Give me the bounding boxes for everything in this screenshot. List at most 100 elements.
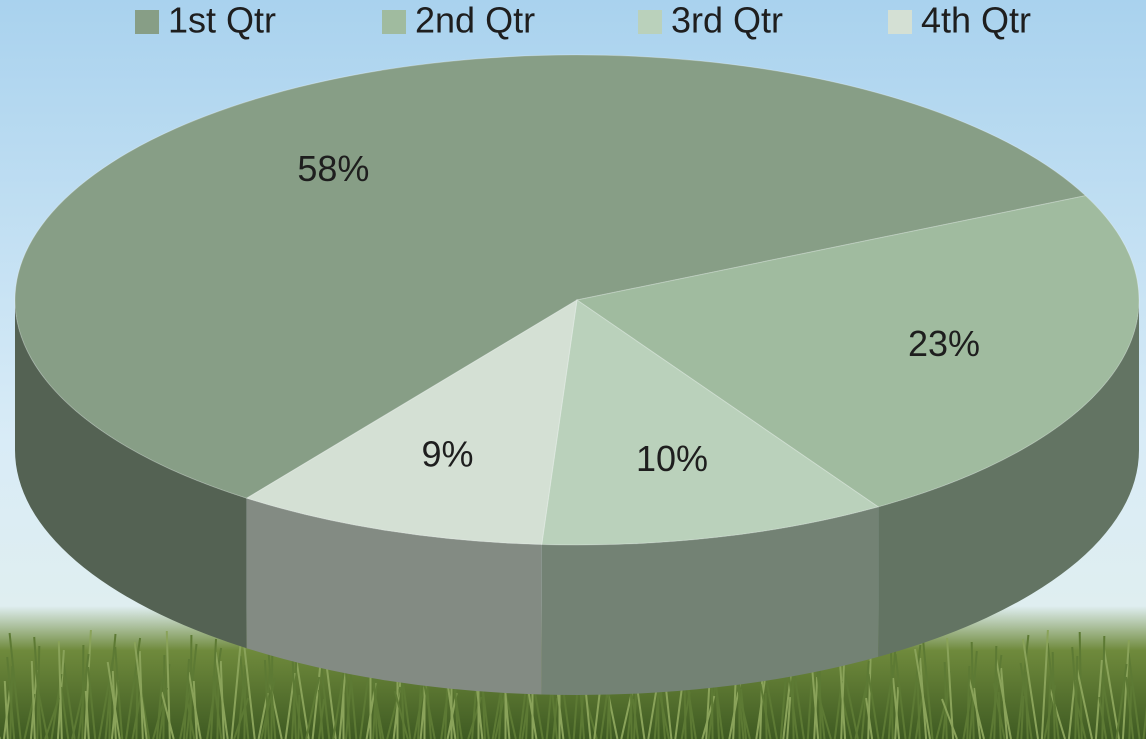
slice-side [878, 300, 1139, 657]
grass-blade [8, 632, 22, 739]
grass-blade [106, 661, 121, 739]
grass-blade [81, 644, 85, 739]
grass-blade [786, 696, 792, 739]
slice-side [15, 300, 247, 649]
grass-blade [239, 655, 250, 739]
grass-blade [1020, 695, 1025, 739]
grass-blade [921, 633, 934, 739]
grass-blade [1127, 652, 1141, 739]
grass-blade [295, 661, 310, 739]
grass-blade [1115, 663, 1128, 739]
grass-blade [995, 658, 1012, 739]
grass-blade [1047, 675, 1052, 739]
grass-blade [185, 695, 196, 739]
grass-blade [84, 690, 90, 739]
grass-blade [705, 686, 711, 739]
grass-blade [683, 682, 687, 739]
grass-blade [992, 682, 1006, 739]
grass-blade [60, 686, 70, 739]
grass-blade [1142, 705, 1146, 739]
grass-blade [941, 698, 958, 739]
grass-blade [156, 678, 163, 739]
grass-blade [263, 659, 270, 739]
grass-blade [1046, 642, 1060, 739]
legend-swatch [382, 10, 406, 34]
grass-blade [1022, 638, 1039, 739]
legend-swatch [888, 10, 912, 34]
slice [14, 54, 1087, 499]
legend-swatch [638, 10, 662, 34]
grass-blade [133, 641, 148, 739]
slice-side [541, 506, 879, 695]
grass-blade [214, 651, 229, 739]
grass-blade [943, 661, 948, 739]
grass-blade [320, 665, 331, 739]
grass-blade [62, 662, 76, 739]
grass-blade [344, 669, 351, 739]
grass-blade [1016, 634, 1030, 739]
grass-blade [241, 631, 256, 739]
grass-blade [108, 694, 112, 739]
data-label: 23% [908, 323, 980, 364]
grass-blade [1103, 648, 1120, 739]
grass-blade [1121, 639, 1130, 739]
grass-blade [293, 685, 304, 739]
grass-blade [551, 688, 558, 739]
legend-label: 2nd Qtr [415, 0, 535, 41]
grass-blade [842, 669, 859, 739]
grass-blade [867, 673, 880, 739]
grass-blade [1125, 676, 1135, 739]
grass-blade [187, 671, 202, 739]
grass-blade [317, 689, 324, 739]
grass-blade [833, 680, 843, 739]
grass-blade [946, 637, 955, 739]
legend: 1st Qtr 2nd Qtr 3rd Qtr 4th Qtr [135, 0, 1031, 41]
grass-blade [1076, 668, 1093, 739]
grass-blade [491, 691, 502, 739]
data-label: 58% [297, 148, 369, 189]
grass-blade [160, 691, 175, 739]
grass-blade [135, 674, 139, 739]
legend-label: 3rd Qtr [671, 0, 783, 41]
legend-label: 4th Qtr [921, 0, 1031, 41]
grass-blade [1100, 672, 1114, 739]
grass-blade [1049, 688, 1066, 739]
grass-blade [1098, 696, 1108, 739]
grass-blade [1040, 629, 1049, 739]
grass-blade [892, 677, 901, 739]
slice-side [246, 498, 542, 695]
grass-blade [30, 660, 36, 739]
grass-blade [98, 657, 115, 739]
grass-blade [632, 698, 639, 739]
data-label: 9% [422, 433, 474, 474]
grass-blade [104, 633, 117, 739]
grass-blade [966, 665, 971, 739]
grass-blade [854, 684, 868, 739]
grass-blade [894, 653, 907, 739]
grass-blade [212, 675, 223, 739]
slice [541, 299, 880, 546]
grass-blade [1071, 646, 1081, 739]
grass-blade [114, 646, 124, 739]
grass-blade [860, 660, 870, 739]
grass-blade [44, 697, 61, 739]
legend-swatch [135, 10, 159, 34]
grass-blade [57, 640, 63, 739]
grass-blade [230, 642, 242, 739]
grass-blade [6, 656, 16, 739]
pie: 58% 23% 10% 9% [14, 54, 1140, 695]
grass-blade [210, 638, 217, 739]
grass-blade [237, 688, 244, 739]
grass-blade [908, 644, 922, 739]
grass-blade [1019, 662, 1033, 739]
grass-blade [811, 667, 820, 739]
grass-blade [865, 697, 874, 739]
grass-blade [914, 648, 931, 739]
grass-blade [1067, 679, 1076, 739]
grass-blade [305, 676, 321, 739]
grass-blade [968, 678, 985, 739]
grass-blade [87, 666, 97, 739]
legend-label: 1st Qtr [168, 0, 276, 41]
